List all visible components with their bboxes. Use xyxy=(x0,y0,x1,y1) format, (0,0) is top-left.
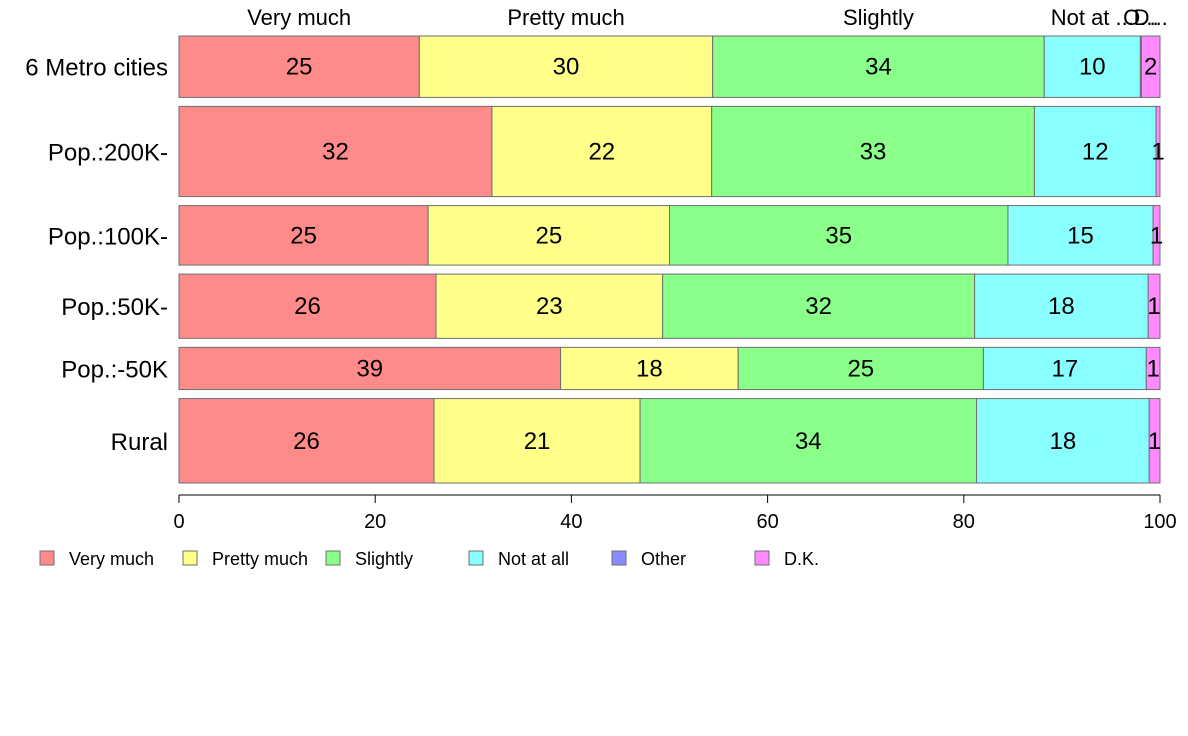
bar-segment xyxy=(1155,105,1161,198)
data-label: 18 xyxy=(636,355,663,382)
bar-segment xyxy=(737,346,984,391)
category-label: Pop.:50K- xyxy=(61,294,168,321)
bar-segment xyxy=(178,205,429,266)
bar-segment xyxy=(1152,205,1161,266)
data-label: 26 xyxy=(293,428,320,455)
bar-segment xyxy=(669,205,1009,266)
data-label: 25 xyxy=(847,355,874,382)
top-series-label: O... xyxy=(1123,5,1158,30)
data-label: 34 xyxy=(865,54,892,81)
data-label: 1 xyxy=(1148,428,1161,455)
data-label: 1 xyxy=(1147,293,1160,320)
bar-segment xyxy=(1148,398,1161,484)
bar-segment xyxy=(1147,273,1161,339)
data-label: 17 xyxy=(1051,355,1078,382)
legend-entry: Slightly xyxy=(355,549,413,569)
bar-segment xyxy=(1007,205,1154,266)
data-label: 10 xyxy=(1079,54,1106,81)
legend-entry: Not at all xyxy=(498,549,569,569)
data-label: 39 xyxy=(356,355,383,382)
x-tick-label: 0 xyxy=(173,511,184,533)
bar-segment xyxy=(178,346,562,391)
data-label: 25 xyxy=(286,54,313,81)
x-tick-label: 60 xyxy=(756,511,778,533)
bar-segment xyxy=(976,398,1150,484)
legend-swatch xyxy=(39,550,55,566)
top-series-label: Slightly xyxy=(843,5,914,30)
data-label: 34 xyxy=(795,428,822,455)
legend-entry: D.K. xyxy=(784,549,819,569)
data-label: 21 xyxy=(524,428,551,455)
top-series-label: Not at ... xyxy=(1051,5,1134,30)
legend-swatch xyxy=(611,550,627,566)
bar-segment xyxy=(1043,35,1141,98)
legend-swatch xyxy=(182,550,198,566)
bar-segment xyxy=(435,273,664,339)
legend-entry: Very much xyxy=(69,549,154,569)
data-label: 15 xyxy=(1067,222,1094,249)
bar-segment xyxy=(974,273,1149,339)
data-label: 35 xyxy=(825,222,852,249)
data-label: 12 xyxy=(1082,138,1109,165)
legend-entry: Other xyxy=(641,549,686,569)
data-label: 30 xyxy=(553,54,580,81)
bar-segment xyxy=(1033,105,1157,198)
data-label: 33 xyxy=(860,138,887,165)
bar-segment xyxy=(418,35,714,98)
legend-swatch xyxy=(754,550,770,566)
data-label: 23 xyxy=(536,293,563,320)
bar-segment xyxy=(427,205,671,266)
bar-segment xyxy=(662,273,976,339)
x-tick-label: 80 xyxy=(953,511,975,533)
data-label: 32 xyxy=(322,138,349,165)
category-label: Rural xyxy=(111,429,168,456)
bar-segment xyxy=(433,398,641,484)
top-series-label: D... xyxy=(1134,5,1168,30)
data-label: 32 xyxy=(805,293,832,320)
top-series-label: Pretty much xyxy=(507,5,624,30)
legend-entry: Pretty much xyxy=(212,549,308,569)
data-label: 26 xyxy=(294,293,321,320)
bar-segment xyxy=(178,273,437,339)
legend-swatch xyxy=(468,550,484,566)
data-label: 18 xyxy=(1050,428,1077,455)
data-label: 1 xyxy=(1150,222,1163,249)
data-label: 2 xyxy=(1144,54,1157,81)
bar-segment xyxy=(491,105,713,198)
data-label: 25 xyxy=(290,222,317,249)
category-label: Pop.:-50K xyxy=(61,356,168,383)
bar-segment xyxy=(178,35,420,98)
bar-segment xyxy=(1145,346,1161,391)
bar-segment xyxy=(711,105,1035,198)
data-label: 22 xyxy=(588,138,615,165)
data-label: 18 xyxy=(1048,293,1075,320)
x-tick-label: 20 xyxy=(364,511,386,533)
category-label: Pop.:200K- xyxy=(48,139,168,166)
x-tick-label: 100 xyxy=(1143,511,1176,533)
bar-segment xyxy=(178,398,435,484)
top-series-label: Very much xyxy=(247,5,351,30)
data-label: 1 xyxy=(1151,138,1164,165)
category-label: 6 Metro cities xyxy=(25,55,168,82)
bar-segment xyxy=(639,398,978,484)
bar-segment xyxy=(560,346,739,391)
legend-swatch xyxy=(325,550,341,566)
bar-segment xyxy=(178,105,493,198)
data-label: 1 xyxy=(1146,355,1159,382)
category-label: Pop.:100K- xyxy=(48,223,168,250)
bar-segment xyxy=(712,35,1045,98)
x-tick-label: 40 xyxy=(560,511,582,533)
data-label: 25 xyxy=(535,222,562,249)
bar-segment xyxy=(1140,35,1161,98)
